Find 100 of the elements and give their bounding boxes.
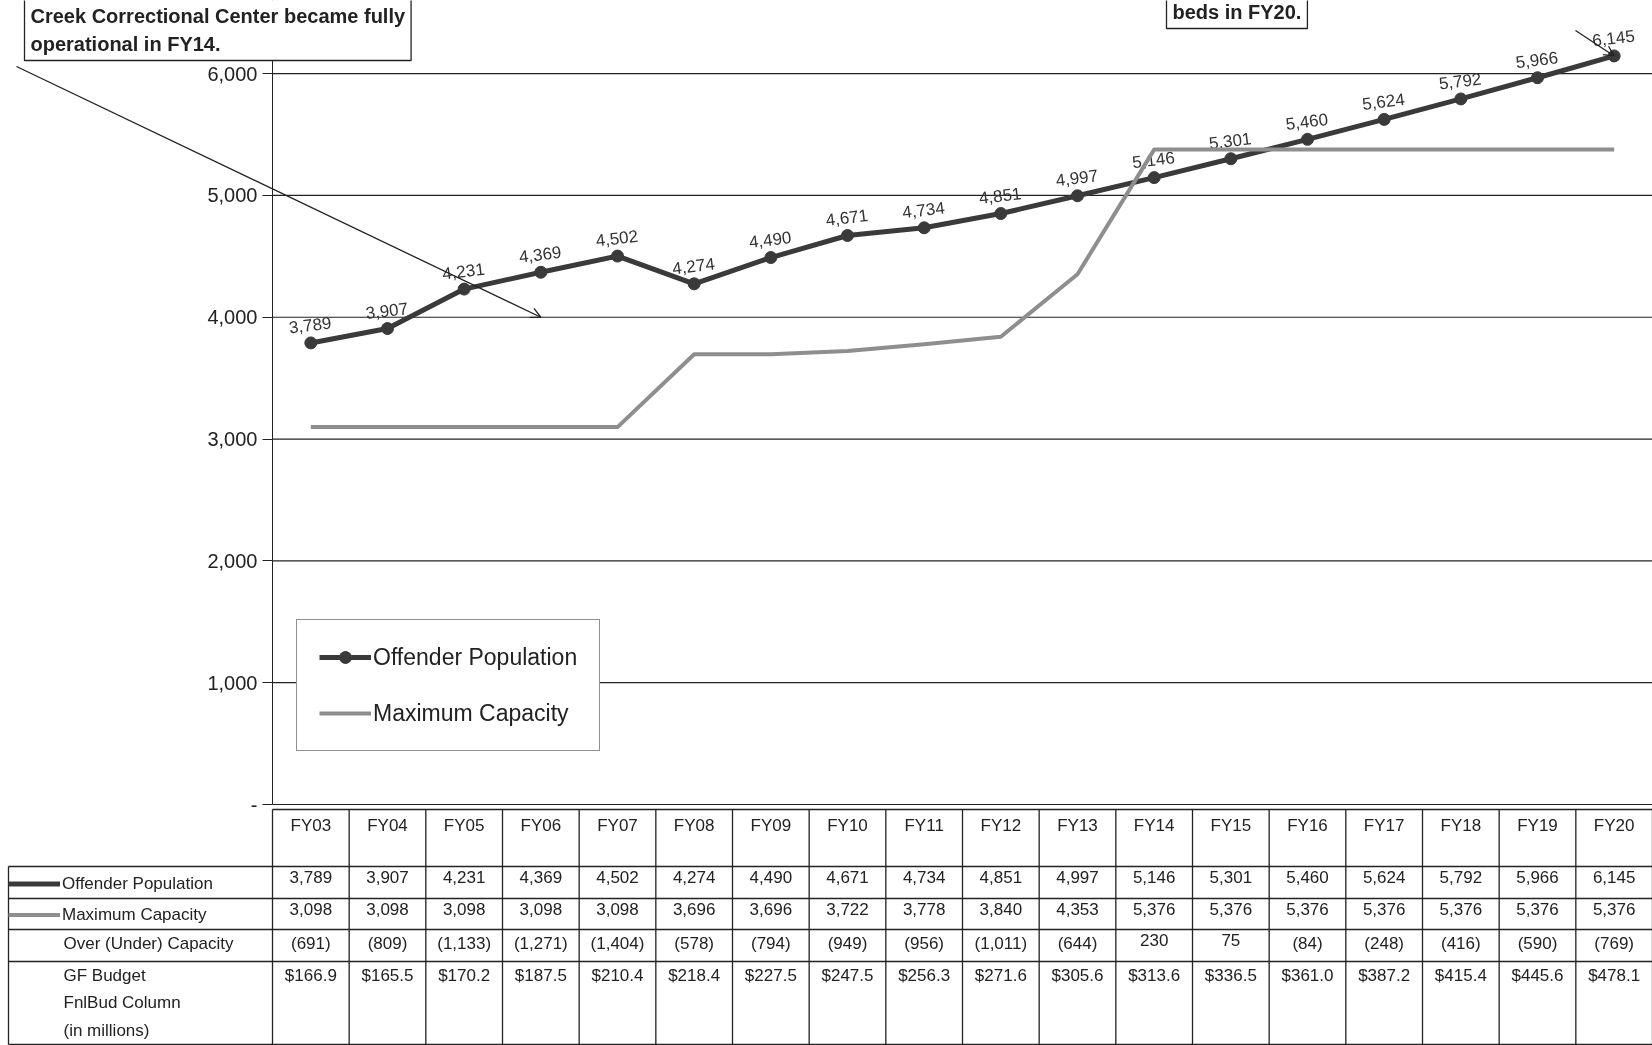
text: Offender Population	[62, 873, 213, 893]
annotation: beds in FY20.	[1172, 0, 1302, 23]
data-label: 3,098	[366, 899, 409, 919]
data-label: 5,376	[1132, 899, 1176, 919]
data-label: 5,376	[1286, 899, 1329, 919]
data-label: 5,376	[1592, 899, 1636, 919]
data-label: 4,671	[826, 867, 869, 887]
data-label: 5,376	[1209, 899, 1253, 919]
text: $387.2	[1358, 965, 1411, 985]
data-label: 3,098	[442, 899, 486, 919]
text: $478.1	[1588, 965, 1641, 985]
text: $445.6	[1511, 965, 1564, 985]
point	[1071, 189, 1084, 203]
data-label: 4,851	[979, 867, 1023, 887]
y-tick-label: 5,000	[207, 184, 258, 207]
annotation: Creek Correctional Center became fully operational in FY14.	[30, 5, 406, 55]
text: 4,274	[671, 254, 716, 279]
data-label: 5,146	[1132, 867, 1176, 887]
point	[917, 221, 931, 235]
text: $218.4	[668, 965, 721, 985]
point	[381, 322, 394, 336]
text: 4,671	[824, 206, 870, 230]
data-label: 5,460	[1286, 867, 1329, 887]
data-label: 3,778	[902, 899, 946, 919]
data-label: 3,098	[289, 899, 333, 919]
point	[534, 265, 548, 279]
data-label: 3,789	[289, 867, 333, 887]
x-tick-label: FY04	[367, 815, 408, 835]
data-label: 4,274	[672, 867, 716, 887]
legend-label: Maximum Capacity	[373, 699, 569, 727]
text: 3,789	[287, 313, 333, 338]
x-tick-label: FY16	[1287, 815, 1328, 835]
text: (956)	[904, 933, 945, 953]
y-tick-label: 1,000	[207, 671, 258, 694]
x-tick-label: FY11	[904, 815, 944, 835]
text: $305.6	[1051, 965, 1104, 985]
text: $187.5	[514, 965, 567, 985]
text: $271.6	[974, 965, 1027, 985]
text: (809)	[367, 933, 408, 953]
x-tick-label: FY17	[1363, 815, 1405, 835]
text: $170.2	[438, 965, 491, 985]
data-label: 3,907	[366, 867, 409, 887]
text: $336.5	[1204, 965, 1257, 985]
data-label: 5,376	[1362, 899, 1406, 919]
y-tick-label: -	[250, 793, 258, 816]
y-tick-label: 6,000	[207, 62, 258, 85]
data-label: 3,696	[749, 899, 793, 919]
x-tick-label: FY09	[750, 815, 792, 835]
x-tick-label: FY18	[1440, 815, 1482, 835]
y-tick-label: 3,000	[207, 428, 258, 451]
text: (84)	[1292, 933, 1323, 953]
text: (1,404)	[590, 933, 645, 953]
data-label: 5,376	[1439, 899, 1483, 919]
text: (769)	[1594, 933, 1635, 953]
text: 6,145	[1591, 26, 1636, 51]
legend-label: Offender Population	[373, 643, 578, 671]
x-tick-label: FY05	[443, 815, 485, 835]
data-label: 5,376	[1516, 899, 1559, 919]
x-tick-label: FY15	[1210, 815, 1252, 835]
text: Over (Under) Capacity	[63, 933, 235, 953]
data-label: 3,840	[979, 899, 1023, 919]
text: (1,011)	[974, 933, 1028, 953]
text: (691)	[290, 933, 331, 953]
data-label: 3,098	[596, 899, 639, 919]
text: 4,490	[747, 228, 793, 253]
point	[457, 282, 471, 296]
x-tick-label: FY14	[1133, 815, 1175, 835]
x-tick-label: FY06	[520, 815, 562, 835]
text: (1,271)	[513, 933, 568, 953]
point	[687, 277, 701, 291]
x-tick-label: FY20	[1593, 815, 1635, 835]
text: 5,301	[1207, 129, 1253, 154]
text: (644)	[1057, 933, 1098, 953]
text: 4,851	[977, 184, 1023, 209]
text: 4,734	[901, 198, 946, 223]
text: 5,460	[1284, 109, 1330, 134]
data-label: 5,792	[1439, 867, 1483, 887]
data-label: 5,624	[1362, 867, 1406, 887]
text: $227.5	[744, 965, 797, 985]
text: 4,231	[441, 259, 486, 284]
text: (794)	[750, 933, 791, 953]
text: $415.4	[1434, 965, 1487, 985]
x-tick-label: FY12	[980, 815, 1022, 835]
x-tick-label: FY10	[827, 815, 868, 835]
text: $361.0	[1281, 965, 1334, 985]
data-label: 3,696	[672, 899, 716, 919]
text: $313.6	[1128, 965, 1181, 985]
text: 4,502	[594, 226, 640, 251]
text: (416)	[1440, 933, 1481, 953]
text: (578)	[674, 933, 715, 953]
text: $247.5	[821, 965, 874, 985]
data-label: 3,098	[519, 899, 563, 919]
data-label: 5,966	[1516, 867, 1559, 887]
data-label: 4,369	[519, 867, 563, 887]
x-tick-label: FY19	[1517, 815, 1558, 835]
text: $165.5	[361, 965, 414, 985]
text: (1,133)	[437, 933, 492, 953]
y-tick-label: 2,000	[207, 549, 258, 572]
data-label: 3,722	[826, 899, 869, 919]
data-label: 4,490	[749, 867, 793, 887]
